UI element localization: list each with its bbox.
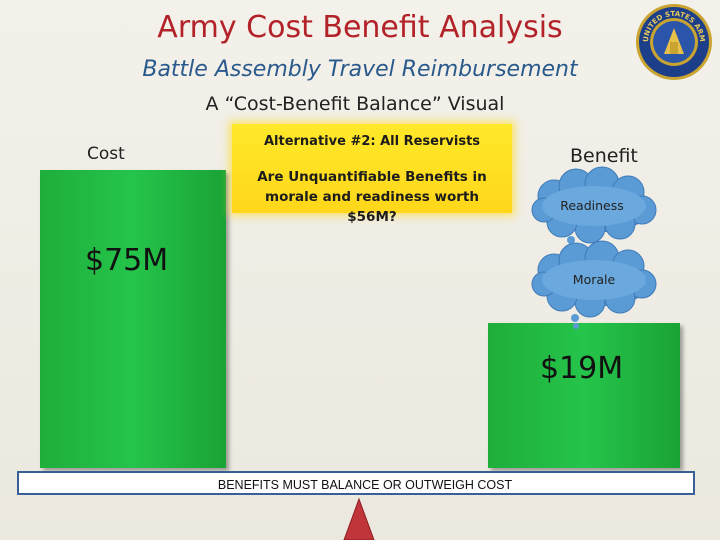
morale-cloud-icon bbox=[531, 240, 657, 318]
morale-label: Morale bbox=[572, 272, 616, 287]
callout-heading: Alternative #2: All Reservists bbox=[263, 134, 481, 149]
benefit-bar bbox=[488, 323, 680, 468]
balance-beam bbox=[17, 471, 695, 495]
army-reserve-seal-icon: UNITED STATES ARMY RESERVE bbox=[634, 2, 712, 80]
cost-value: $75M bbox=[85, 243, 169, 278]
page-tagline: A “Cost-Benefit Balance” Visual bbox=[205, 93, 505, 115]
balance-beam-text: BENEFITS MUST BALANCE OR OUTWEIGH COST bbox=[217, 478, 513, 492]
fulcrum-triangle-icon bbox=[343, 497, 375, 540]
readiness-cloud-icon bbox=[531, 166, 657, 244]
readiness-label: Readiness bbox=[560, 198, 624, 213]
cost-label: Cost bbox=[87, 144, 125, 164]
page-subtitle: Battle Assembly Travel Reimbursement bbox=[142, 57, 578, 82]
callout-body: Are Unquantifiable Benefits in morale an… bbox=[257, 169, 487, 225]
page-title: Army Cost Benefit Analysis bbox=[157, 10, 563, 45]
benefit-value: $19M bbox=[540, 351, 624, 386]
cost-bar bbox=[40, 170, 226, 468]
benefit-label: Benefit bbox=[570, 145, 638, 167]
alternative-callout: Alternative #2: All Reservists Are Unqua… bbox=[232, 124, 512, 225]
